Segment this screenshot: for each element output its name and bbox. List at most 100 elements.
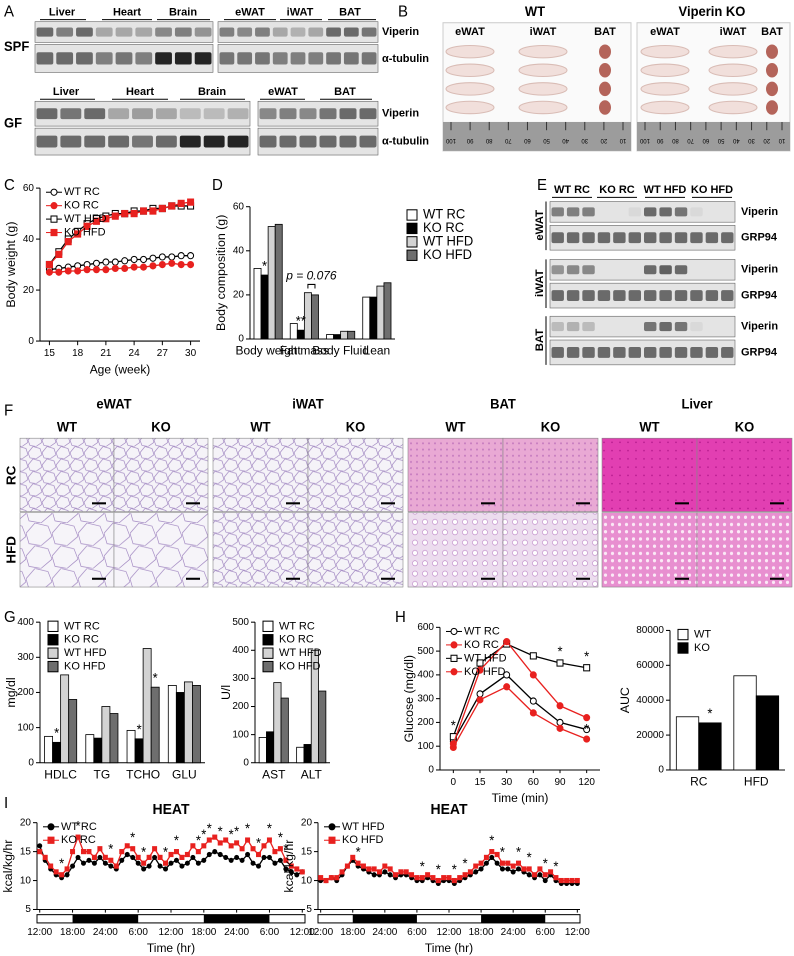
diet-label: RC	[4, 465, 19, 485]
marker	[163, 866, 169, 872]
marker	[64, 866, 70, 872]
blot	[549, 315, 736, 338]
blot-band	[272, 52, 288, 65]
bar	[258, 737, 267, 764]
marker	[344, 863, 350, 869]
y-tick-label: 40	[23, 234, 34, 245]
y-tick-label: 200	[232, 701, 249, 712]
legend-label: WT HFD	[279, 647, 322, 659]
blot-band	[551, 290, 564, 302]
blot-band	[674, 232, 688, 244]
y-tick-label: 400	[417, 669, 434, 680]
blot-band	[659, 265, 672, 275]
tissue-label: eWAT	[455, 26, 485, 38]
chart-title: HEAT	[152, 802, 189, 818]
bar	[44, 735, 53, 764]
marker	[187, 198, 195, 206]
marker	[59, 872, 65, 878]
histology-image	[307, 512, 404, 588]
y-tick-label: 80000	[636, 625, 664, 636]
tissue-label: eWAT	[650, 26, 680, 38]
panel-letter: I	[4, 795, 8, 812]
bar	[68, 699, 78, 764]
x-tick-label: 0	[451, 777, 457, 788]
tissue	[708, 63, 758, 77]
marker	[184, 851, 190, 858]
diet-label: HFD	[4, 536, 19, 564]
marker	[339, 869, 345, 875]
blot-band	[227, 108, 249, 120]
blot-band	[566, 322, 580, 332]
panel-letter: G	[4, 609, 16, 626]
blot-band	[60, 135, 82, 148]
blot	[34, 21, 214, 43]
row-label: GRP94	[741, 346, 778, 358]
annotation: *	[420, 859, 425, 874]
marker	[387, 866, 393, 872]
blot-band	[690, 232, 703, 244]
y-tick-label: 500	[417, 646, 434, 657]
marker	[449, 740, 457, 748]
annotation: *	[174, 833, 179, 848]
marker	[152, 854, 158, 860]
marker	[177, 260, 185, 269]
legend-label: KO HFD	[464, 666, 506, 678]
x-tick-label: 6:00	[260, 927, 280, 938]
marker	[80, 849, 86, 855]
marker	[168, 851, 174, 858]
marker	[450, 641, 458, 649]
x-tick-label: 6:00	[407, 927, 427, 938]
histology-image	[307, 437, 404, 512]
panel-letter: B	[398, 3, 408, 20]
tissue	[766, 100, 778, 115]
marker	[382, 869, 388, 875]
bar	[192, 685, 201, 764]
y-tick-label: 100	[232, 729, 249, 740]
marker	[328, 836, 336, 844]
marker	[102, 258, 110, 266]
blot-header: BAT	[334, 86, 356, 98]
blot	[217, 21, 379, 43]
marker	[505, 866, 511, 872]
blot-band	[179, 108, 201, 120]
marker	[92, 217, 100, 225]
x-tick-label: 12:00	[27, 927, 52, 938]
y-tick-label: 60000	[636, 660, 664, 671]
blot-band	[359, 135, 377, 148]
ruler-label: 40	[562, 137, 569, 144]
blot-band	[566, 232, 580, 244]
marker	[542, 877, 548, 884]
annotation: *	[229, 827, 234, 842]
marker	[83, 266, 91, 274]
blot-band	[613, 232, 626, 244]
x-tick-label: 21	[100, 348, 111, 359]
histology-image	[601, 437, 698, 512]
bar	[376, 285, 385, 340]
annotation: *	[141, 844, 146, 859]
bracket	[307, 283, 316, 289]
bar	[109, 713, 119, 764]
blot-band	[115, 52, 133, 65]
blot-header: iWAT	[287, 6, 314, 18]
legend-label: WT HFD	[342, 821, 385, 833]
marker	[111, 258, 119, 266]
marker	[179, 854, 185, 860]
x-tick-label: TCHO	[126, 767, 160, 781]
ruler-label: 50	[717, 137, 724, 144]
marker	[505, 860, 511, 866]
marker	[102, 860, 108, 866]
blot-band	[290, 52, 306, 65]
marker	[435, 877, 441, 884]
marker	[537, 872, 543, 878]
blot-band	[361, 27, 377, 37]
bar	[383, 282, 392, 340]
marker	[45, 260, 53, 269]
blot	[549, 201, 736, 223]
blot-band	[36, 135, 58, 148]
blot-band	[705, 290, 719, 302]
marker	[83, 222, 91, 230]
blot-band	[551, 346, 564, 358]
marker	[526, 872, 532, 878]
legend-label: KO RC	[279, 634, 314, 646]
y-tick-label: 200	[417, 717, 434, 728]
